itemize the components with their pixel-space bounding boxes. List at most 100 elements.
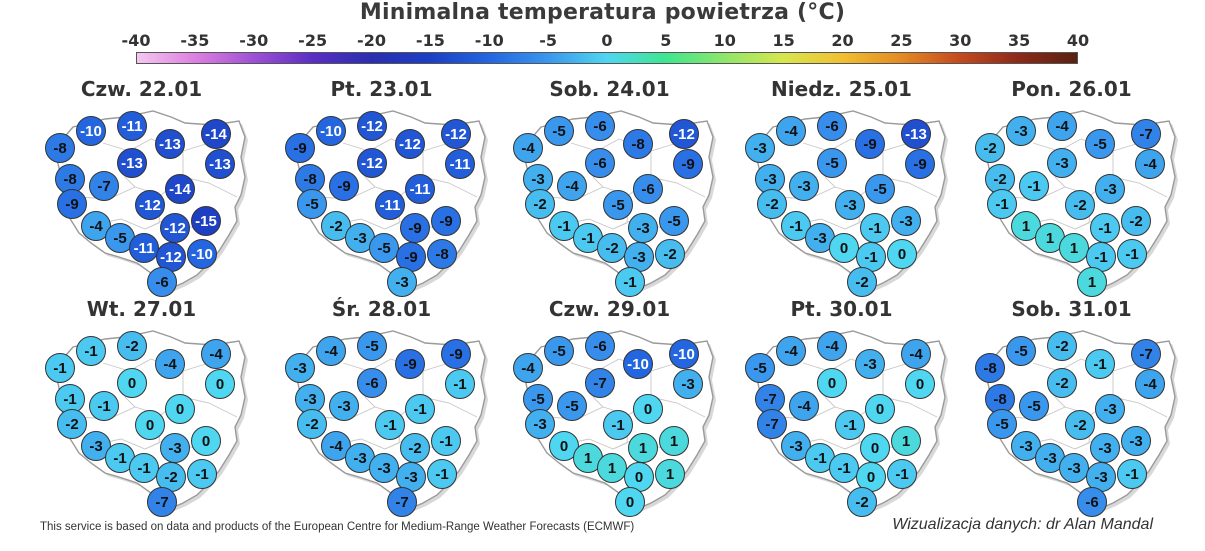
station-temperature: -2	[1065, 410, 1095, 440]
data-source-note: This service is based on data and produc…	[40, 521, 635, 533]
station-temperature: -2	[975, 133, 1005, 163]
station-temperature: -5	[544, 336, 574, 366]
station-temperature: -3	[673, 369, 703, 399]
station-temperature: -7	[1131, 119, 1161, 149]
station-temperature: -2	[117, 331, 147, 361]
station-temperature: -9	[905, 149, 935, 179]
station-temperature: -9	[855, 129, 885, 159]
scale-tick-label: -25	[298, 31, 328, 50]
day-label: Sob. 31.01	[1011, 297, 1132, 321]
scale-tick-label: 30	[949, 31, 972, 50]
station-temperature: -3	[1121, 426, 1151, 456]
station-temperature: -5	[603, 190, 633, 220]
station-temperature: -4	[901, 339, 931, 369]
station-temperature: -3	[1095, 174, 1125, 204]
scale-tick-label: 25	[890, 31, 913, 50]
visualization-credit: Wizualizacja danych: dr Alan Mandal	[892, 516, 1153, 533]
region-border	[1032, 358, 1140, 372]
day-label: Śr. 28.01	[331, 297, 432, 321]
station-temperature: 1	[628, 433, 658, 463]
station-temperature: -2	[757, 189, 787, 219]
station-temperature: -1	[1019, 171, 1049, 201]
station-temperature: -11	[129, 233, 159, 263]
station-temperature: -7	[89, 171, 119, 201]
station-temperature: -5	[544, 116, 574, 146]
station-temperature: -2	[1047, 368, 1077, 398]
chart-title: Minimalna temperatura powietrza (°C)	[359, 0, 846, 25]
station-temperature: 1	[891, 426, 921, 456]
day-label: Wt. 27.01	[86, 297, 197, 321]
station-temperature: -3	[295, 384, 325, 414]
station-temperature: 0	[117, 368, 147, 398]
region-border	[570, 138, 678, 152]
station-temperature: -5	[987, 409, 1017, 439]
station-temperature: -2	[847, 267, 877, 297]
station-temperature: -4	[789, 391, 819, 421]
scale-tick-label: 40	[1066, 31, 1090, 50]
station-temperature: -3	[628, 213, 658, 243]
station-temperature: -9	[441, 339, 471, 369]
station-temperature: -5	[357, 331, 387, 361]
station-temperature: -3	[160, 433, 190, 463]
station-temperature: -8	[45, 133, 75, 163]
station-temperature: -1	[89, 391, 119, 421]
station-temperature: -5	[659, 206, 689, 236]
station-temperature: -12	[160, 213, 190, 243]
station-temperature: -3	[855, 349, 885, 379]
station-temperature: -4	[1135, 149, 1165, 179]
scale-tick-label: 15	[772, 31, 795, 50]
station-temperature: -10	[669, 339, 699, 369]
station-temperature: -1	[45, 353, 75, 383]
station-temperature: -6	[633, 174, 663, 204]
station-temperature: -1	[860, 213, 890, 243]
station-temperature: -8	[623, 129, 653, 159]
station-temperature: -6	[147, 267, 177, 297]
station-temperature: -2	[156, 462, 186, 492]
station-temperature: -1	[987, 189, 1017, 219]
station-temperature: -1	[445, 369, 475, 399]
scale-tick-label: -40	[121, 31, 151, 50]
station-temperature: -1	[375, 410, 405, 440]
station-temperature: -9	[673, 149, 703, 179]
station-temperature: -5	[369, 233, 399, 263]
station-temperature: 0	[905, 369, 935, 399]
station-temperature: -11	[405, 174, 435, 204]
station-temperature: -7	[147, 487, 177, 517]
station-temperature: -1	[431, 426, 461, 456]
station-temperature: -1	[1117, 459, 1147, 489]
station-temperature: 0	[887, 239, 917, 269]
station-temperature: 0	[865, 394, 895, 424]
station-temperature: -2	[297, 409, 327, 439]
region-border	[802, 138, 910, 152]
scale-tick-label: -15	[415, 31, 445, 50]
region-border	[1032, 138, 1140, 152]
station-temperature: -3	[525, 409, 555, 439]
station-temperature: -6	[585, 331, 615, 361]
station-temperature: -3	[789, 171, 819, 201]
station-temperature: -3	[1006, 116, 1036, 146]
station-temperature: 0	[633, 394, 663, 424]
forecast-day-panel: Sob. 31.01 -5 -2 -8 -1 -7 -4 -8 -5 -2 -5 -3 -2 -3 -3 -3…	[951, 297, 1192, 532]
station-temperature: 0	[135, 410, 165, 440]
station-temperature: 0	[615, 487, 645, 517]
station-temperature: -1	[187, 459, 217, 489]
station-temperature: -2	[1121, 206, 1151, 236]
station-temperature: -2	[655, 239, 685, 269]
station-temperature: -5	[1085, 129, 1115, 159]
station-temperature: -9	[395, 349, 425, 379]
station-temperature: -10	[316, 116, 346, 146]
station-temperature: -10	[76, 116, 106, 146]
station-temperature: -12	[135, 190, 165, 220]
scale-tick-label: -35	[180, 31, 210, 50]
station-temperature: -1	[1086, 242, 1116, 272]
scale-tick-label: 20	[831, 31, 854, 50]
station-temperature: -4	[817, 331, 847, 361]
scale-tick-label: -20	[357, 31, 386, 50]
station-temperature: 0	[829, 233, 859, 263]
station-temperature: -3	[1059, 453, 1089, 483]
station-temperature: -5	[817, 148, 847, 178]
station-temperature: -3	[1095, 394, 1125, 424]
scale-tick-label: 5	[660, 31, 672, 50]
station-temperature: -1	[603, 410, 633, 440]
day-label: Niedz. 25.01	[771, 77, 912, 101]
